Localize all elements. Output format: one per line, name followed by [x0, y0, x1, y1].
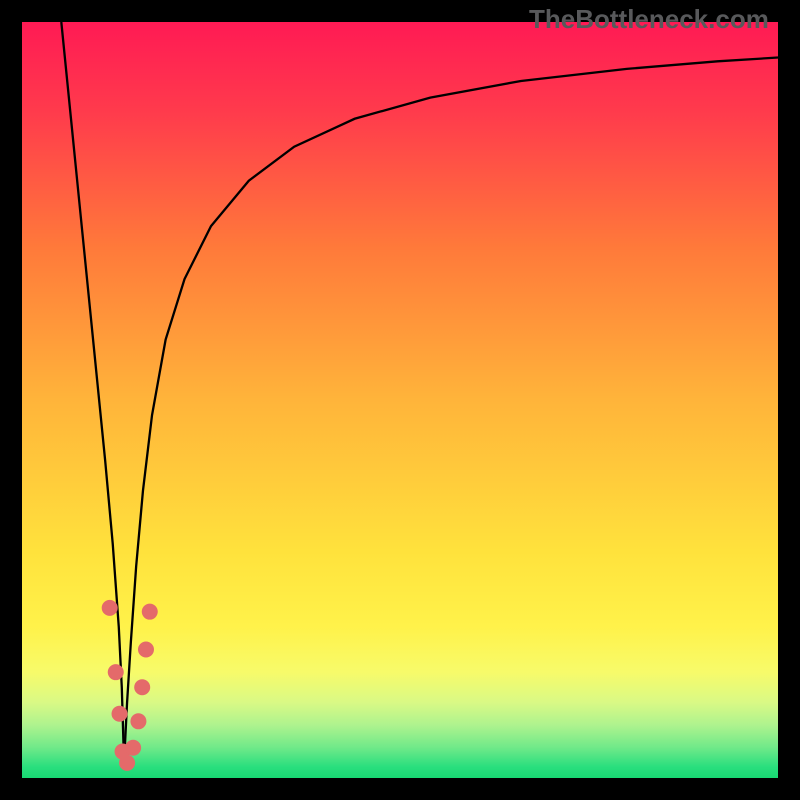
curve-left: [61, 22, 124, 763]
chart-container: TheBottleneck.com: [0, 0, 800, 800]
marker-point: [138, 641, 154, 657]
marker-group: [102, 600, 158, 771]
watermark: TheBottleneck.com: [529, 4, 769, 35]
marker-point: [112, 706, 128, 722]
curves-layer: [22, 22, 778, 778]
marker-point: [102, 600, 118, 616]
marker-point: [134, 679, 150, 695]
marker-point: [130, 713, 146, 729]
curve-right: [124, 58, 778, 763]
marker-point: [119, 755, 135, 771]
plot-area: [22, 22, 778, 778]
marker-point: [108, 664, 124, 680]
marker-point: [125, 740, 141, 756]
marker-point: [142, 604, 158, 620]
